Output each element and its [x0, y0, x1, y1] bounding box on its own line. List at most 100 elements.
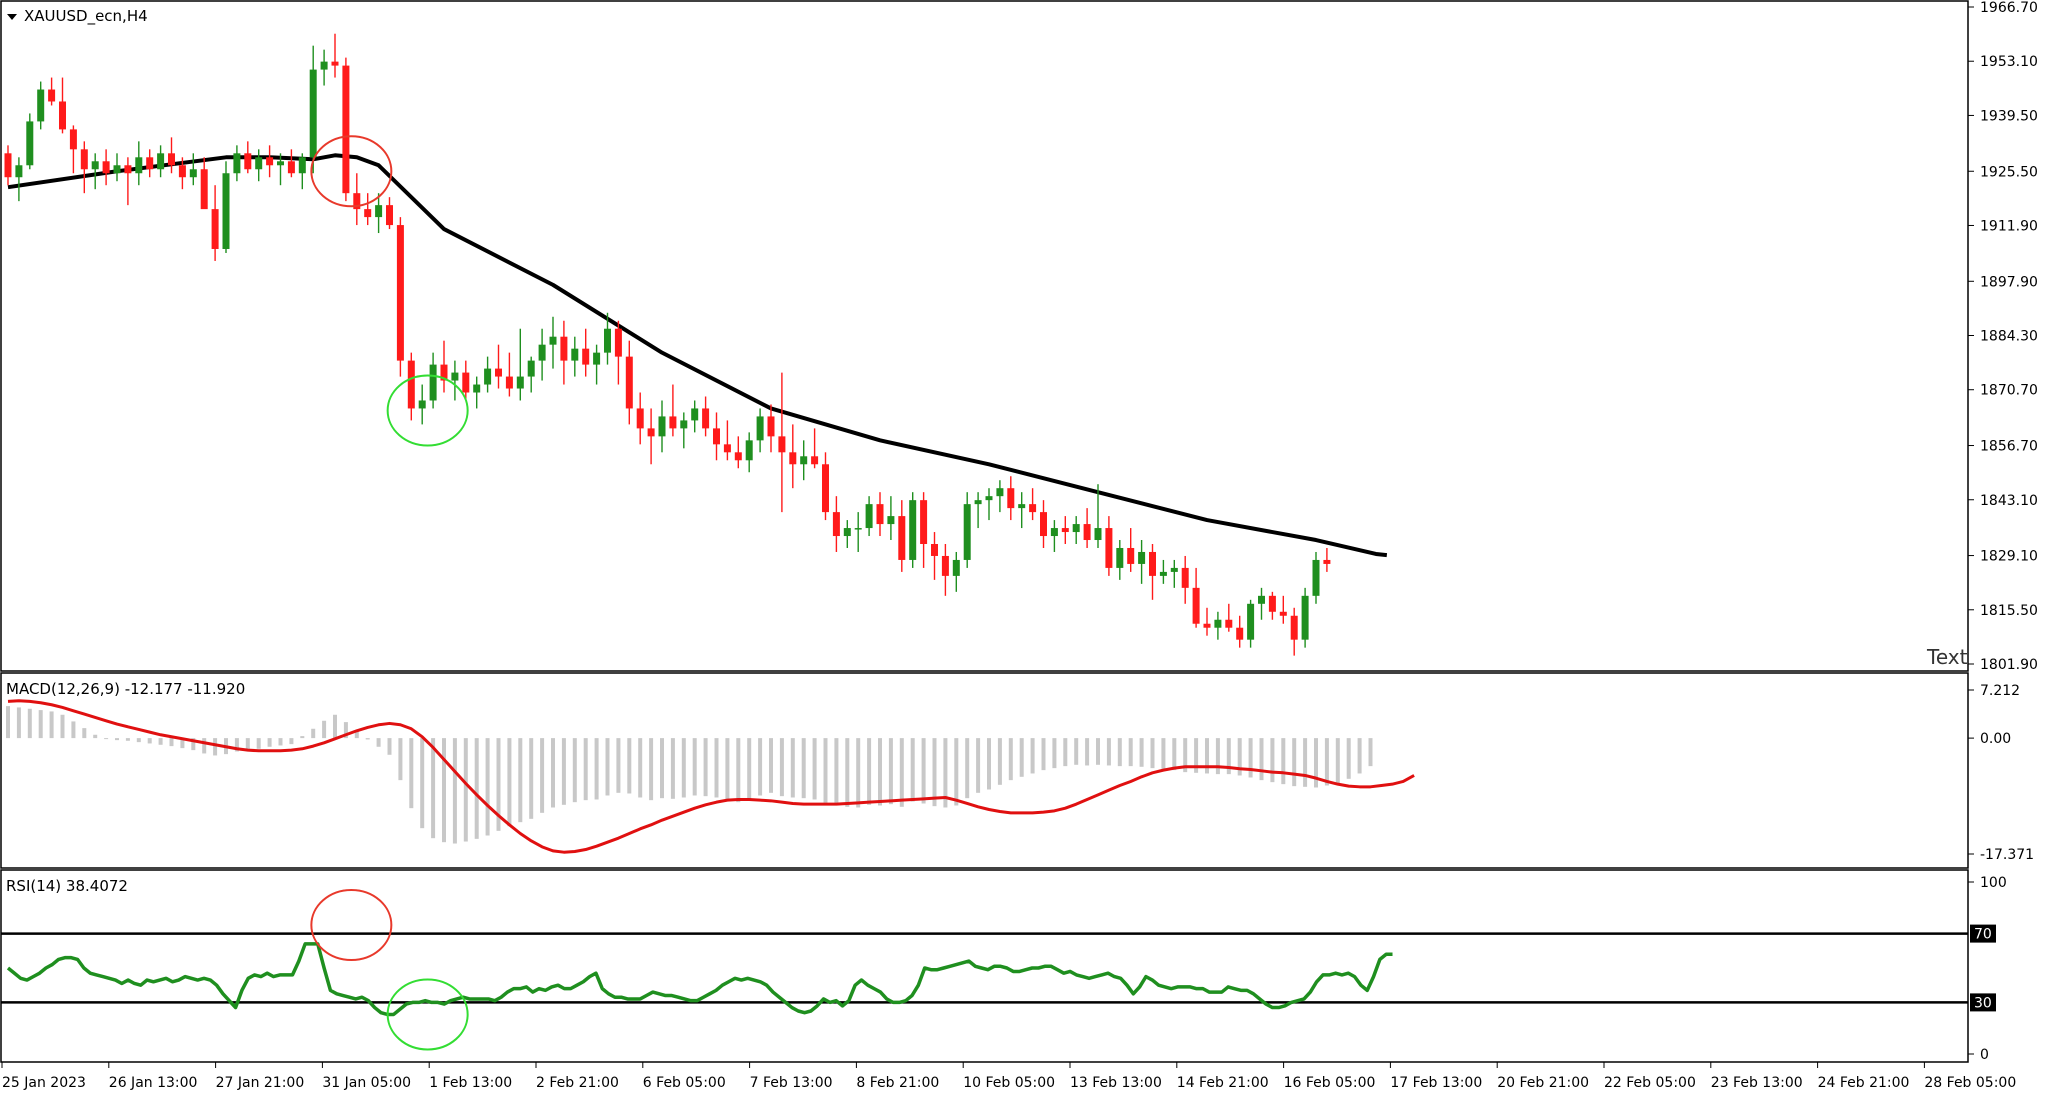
candle [789, 424, 797, 489]
candle [549, 316, 557, 369]
macd-histogram-bar [234, 738, 239, 752]
candle [1170, 559, 1178, 588]
macd-histogram-bar [16, 707, 21, 739]
macd-histogram-bar [561, 738, 566, 805]
candle [822, 452, 829, 521]
candle [745, 432, 753, 473]
macd-histogram-bar [1030, 738, 1035, 774]
macd-histogram-bar [1215, 738, 1220, 775]
candle-body [1083, 524, 1091, 541]
price-tick-label: 1815.50 [1980, 603, 2038, 619]
macd-histogram-bar [997, 738, 1002, 785]
candle-body [887, 516, 895, 525]
candle [396, 217, 404, 377]
candle-body [723, 444, 731, 453]
candle [124, 157, 132, 206]
macd-histogram-bar [387, 738, 392, 755]
candle [69, 125, 77, 174]
candle-body [1105, 528, 1113, 568]
candle-body [636, 408, 644, 429]
candle [200, 157, 208, 210]
candle [15, 157, 23, 202]
price-tick-label: 1966.70 [1980, 0, 2038, 16]
candle [244, 141, 252, 174]
candle-body [832, 512, 840, 537]
candle [342, 57, 350, 202]
candle [1116, 540, 1124, 580]
candle [135, 141, 143, 186]
time-tick-label: 22 Feb 05:00 [1604, 1075, 1696, 1091]
candle [473, 376, 481, 409]
candle [843, 520, 851, 548]
candle-body [985, 496, 993, 501]
time-tick-label: 26 Jan 13:00 [109, 1075, 198, 1091]
symbol-dropdown-icon[interactable] [7, 14, 17, 20]
candle [931, 532, 938, 580]
rsi-level-badge [1970, 924, 1996, 943]
candle-body [26, 121, 34, 166]
candle-body [505, 376, 513, 389]
macd-histogram-bar [71, 721, 76, 739]
candle [811, 428, 819, 469]
macd-histogram-bar [551, 738, 555, 808]
macd-histogram-bar [845, 738, 850, 807]
candle-body [1203, 623, 1211, 628]
macd-histogram-bar [376, 738, 381, 747]
macd-histogram-bar [801, 738, 806, 799]
time-tick-label: 6 Feb 05:00 [643, 1075, 726, 1091]
macd-histogram-bar [1074, 738, 1079, 765]
candle [440, 340, 448, 393]
candle-body [713, 428, 720, 445]
candle-body [767, 416, 775, 437]
time-tick-label: 25 Jan 2023 [2, 1075, 86, 1091]
macd-histogram-bar [147, 738, 152, 744]
candle-body [1301, 595, 1309, 640]
candle-body [135, 157, 143, 174]
candle [386, 197, 393, 230]
candle-body [1214, 619, 1222, 628]
macd-histogram-bar [627, 738, 632, 794]
candle [1301, 587, 1309, 648]
macd-histogram-bar [769, 738, 773, 793]
macd-histogram-bar [965, 738, 970, 799]
macd-histogram-bar [60, 714, 65, 739]
candle-body [909, 500, 917, 560]
rsi-label: RSI(14) 38.4072 [6, 877, 128, 895]
candle [462, 360, 470, 401]
candle [113, 153, 121, 182]
candle [941, 544, 949, 596]
macd-panel [0, 672, 1969, 869]
candle-body [91, 161, 99, 170]
macd-histogram-bar [747, 738, 752, 801]
candle [233, 145, 241, 182]
macd-histogram-bar [834, 738, 839, 806]
candle-body [146, 157, 154, 170]
candle [1149, 544, 1156, 600]
candle [723, 420, 731, 461]
candle-body [1170, 567, 1178, 572]
macd-histogram-bar [158, 738, 163, 745]
macd-histogram-bar [812, 738, 817, 800]
macd-histogram-bar [1314, 738, 1318, 788]
macd-histogram-bar [180, 738, 185, 749]
rsi-tick-label: 0 [1980, 1047, 1989, 1063]
candle [952, 551, 960, 592]
macd-histogram-bar [529, 738, 534, 819]
macd-histogram-bar [93, 734, 98, 739]
candle [1050, 520, 1058, 552]
candle-body [222, 173, 230, 249]
macd-histogram-bar [583, 738, 588, 801]
candle [80, 141, 88, 194]
macd-histogram-bar [256, 738, 261, 749]
macd-histogram-bar [638, 738, 643, 798]
macd-histogram-bar [1172, 738, 1177, 771]
price-tick-label: 1870.70 [1980, 383, 2038, 399]
candle-body [702, 408, 710, 429]
macd-histogram-bar [1237, 738, 1242, 776]
candle [429, 352, 437, 409]
macd-histogram-bar [1368, 738, 1373, 767]
macd-histogram-bar [681, 738, 686, 798]
candle [647, 408, 655, 465]
candle-body [1290, 615, 1298, 640]
macd-histogram-bar [431, 738, 436, 839]
